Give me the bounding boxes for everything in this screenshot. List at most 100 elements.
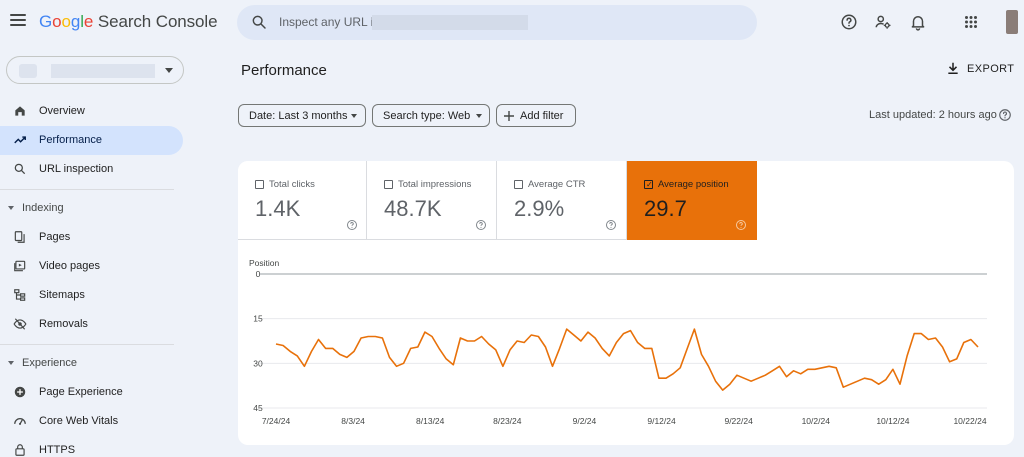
help-icon[interactable]: [840, 13, 858, 31]
sitemap-icon: [14, 289, 26, 301]
metric-total-clicks[interactable]: Total clicks 1.4K: [238, 161, 367, 240]
metric-value: 29.7: [644, 196, 687, 221]
section-title: Indexing: [22, 202, 64, 214]
add-filter-button[interactable]: Add filter: [496, 104, 576, 127]
sidebar-item-label: Performance: [39, 134, 102, 146]
bell-icon[interactable]: [909, 13, 927, 31]
logo-letter: e: [83, 12, 94, 31]
performance-card: Total clicks 1.4K Total impressions 48.7…: [238, 161, 1014, 445]
metric-label: Total impressions: [398, 179, 472, 190]
speed-icon: [14, 418, 26, 425]
redacted-property-name: [372, 15, 528, 30]
y-tick-label: 30: [253, 358, 263, 368]
help-icon[interactable]: [735, 219, 747, 231]
x-tick-label: 10/12/24: [876, 416, 909, 426]
search-icon: [252, 15, 266, 29]
app-logo[interactable]: Google Search Console: [39, 12, 218, 32]
pages-icon: [14, 231, 25, 243]
url-inspect-search[interactable]: [237, 5, 757, 40]
help-icon[interactable]: [346, 219, 358, 231]
sidebar-item-overview[interactable]: Overview: [0, 97, 183, 126]
app-title: Search Console: [97, 12, 218, 31]
metric-label: Average CTR: [528, 179, 586, 190]
page-experience-icon: [14, 386, 26, 398]
sidebar-item-video-pages[interactable]: Video pages: [0, 252, 183, 281]
chevron-down-icon: [476, 114, 482, 118]
metric-total-impressions[interactable]: Total impressions 48.7K: [367, 161, 497, 240]
sidebar-item-label: Video pages: [39, 260, 100, 272]
sidebar-item-removals[interactable]: Removals: [0, 310, 183, 339]
redacted-property-name: [51, 64, 155, 78]
sidebar-item-url-inspection[interactable]: URL inspection: [0, 155, 183, 184]
hamburger-icon[interactable]: [10, 14, 26, 28]
checkbox[interactable]: [514, 180, 523, 189]
logo-letter: g: [70, 12, 81, 31]
metric-label: Average position: [658, 179, 729, 190]
home-icon: [15, 106, 25, 116]
metric-value: 1.4K: [255, 196, 301, 221]
download-icon: [948, 62, 958, 75]
sidebar-item-label: Overview: [39, 105, 85, 117]
logo-letter: o: [61, 12, 71, 31]
logo-letter: G: [39, 12, 53, 31]
metric-average-position[interactable]: ✓ Average position 29.7: [627, 161, 757, 240]
x-tick-label: 7/24/24: [262, 416, 291, 426]
sidebar-item-https[interactable]: HTTPS: [0, 436, 183, 457]
sidebar-section-indexing[interactable]: Indexing: [0, 198, 183, 220]
x-tick-label: 8/13/24: [416, 416, 445, 426]
sidebar-divider: [0, 189, 174, 190]
sidebar-item-label: Core Web Vitals: [39, 415, 119, 427]
help-icon[interactable]: [998, 108, 1012, 122]
apps-grid-icon[interactable]: [962, 13, 980, 31]
help-icon[interactable]: [475, 219, 487, 231]
search-icon: [14, 163, 26, 175]
x-tick-label: 9/12/24: [647, 416, 676, 426]
last-updated-text: Last updated: 2 hours ago: [869, 109, 997, 121]
avatar[interactable]: [1006, 10, 1018, 34]
chevron-down-icon: [351, 114, 357, 118]
sidebar-item-sitemaps[interactable]: Sitemaps: [0, 281, 183, 310]
x-tick-label: 10/22/24: [953, 416, 986, 426]
logo-letter: o: [52, 12, 62, 31]
x-tick-label: 9/22/24: [724, 416, 753, 426]
sidebar-item-page-experience[interactable]: Page Experience: [0, 378, 183, 407]
property-selector[interactable]: [6, 56, 184, 84]
checkbox[interactable]: [384, 180, 393, 189]
y-tick-label: 15: [253, 314, 263, 324]
metric-value: 2.9%: [514, 196, 565, 221]
x-tick-label: 8/3/24: [341, 416, 365, 426]
sidebar-divider: [0, 344, 174, 345]
date-filter-chip[interactable]: Date: Last 3 months: [238, 104, 366, 127]
checkbox[interactable]: [644, 180, 653, 189]
logo-letter: l: [80, 12, 84, 31]
y-tick-label: 0: [256, 269, 261, 279]
sidebar-item-label: Pages: [39, 231, 71, 243]
search-type-filter-chip[interactable]: Search type: Web: [372, 104, 490, 127]
removals-icon: [13, 318, 27, 330]
lock-icon: [15, 444, 25, 456]
sidebar-item-core-web-vitals[interactable]: Core Web Vitals: [0, 407, 183, 436]
x-tick-label: 10/2/24: [802, 416, 831, 426]
series-line-average-position: [275, 328, 979, 391]
export-label: EXPORT: [967, 63, 1015, 75]
sidebar-item-pages[interactable]: Pages: [0, 223, 183, 252]
collapse-triangle-icon: [8, 361, 14, 365]
chip-label: Date: Last 3 months: [249, 110, 348, 122]
metric-value: 48.7K: [384, 196, 442, 221]
help-icon[interactable]: [605, 219, 617, 231]
checkbox[interactable]: [255, 180, 264, 189]
collapse-triangle-icon: [8, 206, 14, 210]
section-title: Experience: [22, 357, 78, 369]
sidebar-item-label: HTTPS: [39, 444, 76, 456]
export-button[interactable]: EXPORT: [940, 58, 1014, 80]
plus-icon: [504, 111, 514, 121]
check-icon: ✓: [646, 180, 653, 189]
video-icon: [14, 260, 26, 272]
sidebar-item-label: Removals: [39, 318, 88, 330]
sidebar-item-performance[interactable]: Performance: [0, 126, 183, 155]
manage-users-icon[interactable]: [874, 13, 892, 31]
metric-average-ctr[interactable]: Average CTR 2.9%: [497, 161, 627, 240]
sidebar-item-label: Page Experience: [39, 386, 123, 398]
sidebar-section-experience[interactable]: Experience: [0, 353, 183, 375]
